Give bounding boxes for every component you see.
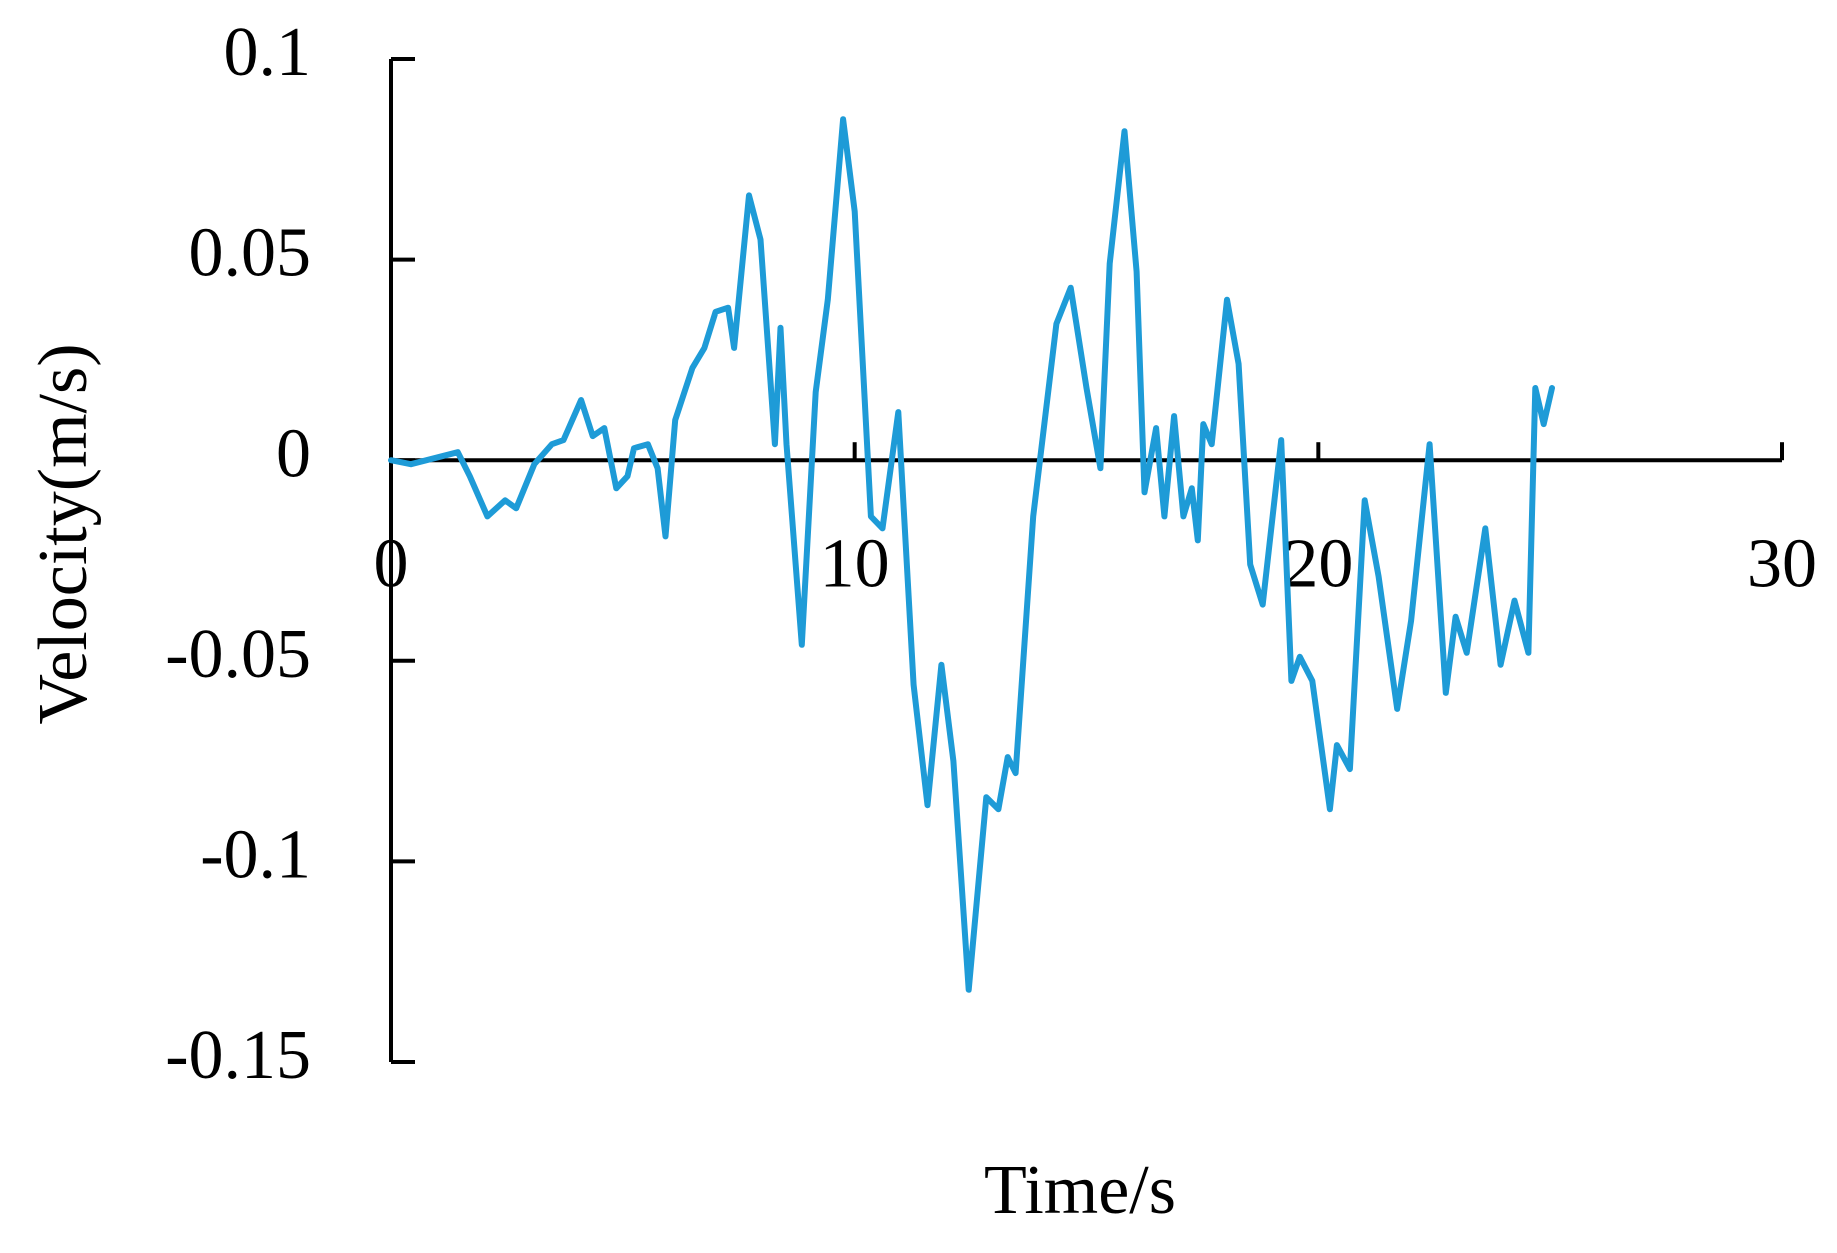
y-tick-label: 0: [276, 415, 311, 492]
y-tick-label: 0.1: [224, 14, 312, 91]
x-tick-label: 30: [1747, 525, 1817, 602]
y-tick-label: -0.05: [165, 616, 311, 693]
x-tick-label: 20: [1283, 525, 1353, 602]
x-axis-title: Time/s: [984, 1152, 1176, 1229]
y-tick-label: -0.15: [165, 1017, 311, 1094]
data-line: [388, 116, 1555, 993]
x-tick-label: 0: [374, 525, 409, 602]
x-tick-label: 10: [820, 525, 890, 602]
y-tick-label: 0.05: [189, 215, 312, 292]
y-tick-label: -0.1: [200, 816, 311, 893]
y-axis-title: Velocity(m/s): [25, 343, 102, 724]
